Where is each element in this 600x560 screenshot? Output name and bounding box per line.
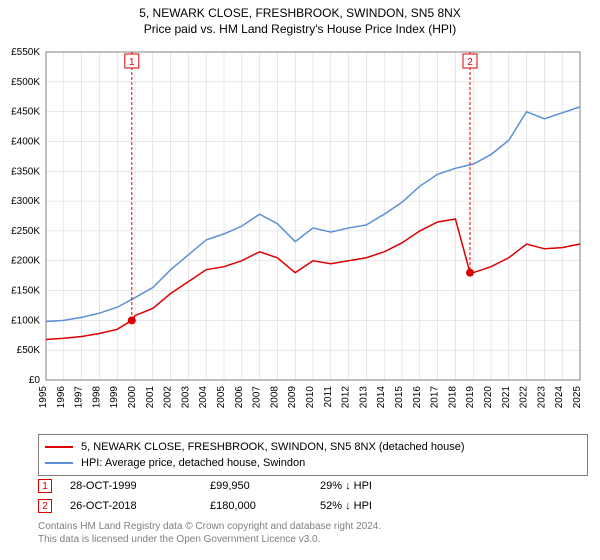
marker-pct-2: 52% ↓ HPI xyxy=(320,500,470,512)
svg-text:£250K: £250K xyxy=(11,226,40,237)
svg-text:2017: 2017 xyxy=(430,386,441,409)
chart-area: £0£50K£100K£150K£200K£250K£300K£350K£400… xyxy=(38,44,588,424)
svg-text:2013: 2013 xyxy=(358,386,369,409)
marker-price-1: £99,950 xyxy=(210,480,320,492)
svg-text:2020: 2020 xyxy=(483,386,494,409)
svg-text:2009: 2009 xyxy=(287,386,298,409)
svg-text:2018: 2018 xyxy=(447,386,458,409)
legend-box: 5, NEWARK CLOSE, FRESHBROOK, SWINDON, SN… xyxy=(38,434,588,476)
svg-text:2: 2 xyxy=(467,57,473,68)
svg-text:2024: 2024 xyxy=(554,386,565,409)
svg-text:£150K: £150K xyxy=(11,286,40,297)
svg-text:£100K: £100K xyxy=(11,315,40,326)
svg-text:£0: £0 xyxy=(29,375,41,386)
svg-text:£350K: £350K xyxy=(11,166,40,177)
svg-text:1999: 1999 xyxy=(109,386,120,409)
svg-text:2011: 2011 xyxy=(323,386,334,408)
svg-text:£450K: £450K xyxy=(11,107,40,118)
svg-text:2021: 2021 xyxy=(501,386,512,409)
svg-text:2012: 2012 xyxy=(341,386,352,409)
legend-swatch-hpi xyxy=(45,462,73,464)
marker-pct-1: 29% ↓ HPI xyxy=(320,480,470,492)
svg-text:1998: 1998 xyxy=(91,386,102,409)
marker-badge-2: 2 xyxy=(38,499,52,513)
legend-label-hpi: HPI: Average price, detached house, Swin… xyxy=(81,457,305,469)
svg-text:2019: 2019 xyxy=(465,386,476,409)
marker-date-2: 26-OCT-2018 xyxy=(70,500,210,512)
svg-text:2001: 2001 xyxy=(145,386,156,409)
svg-text:£500K: £500K xyxy=(11,77,40,88)
svg-text:2022: 2022 xyxy=(519,386,530,409)
svg-text:2023: 2023 xyxy=(536,386,547,409)
svg-text:2006: 2006 xyxy=(234,386,245,409)
marker-row-1: 1 28-OCT-1999 £99,950 29% ↓ HPI xyxy=(38,476,588,496)
svg-text:2025: 2025 xyxy=(572,386,583,409)
svg-text:£550K: £550K xyxy=(11,47,40,58)
svg-text:1997: 1997 xyxy=(74,386,85,409)
attribution-line1: Contains HM Land Registry data © Crown c… xyxy=(38,520,588,533)
marker-rows: 1 28-OCT-1999 £99,950 29% ↓ HPI 2 26-OCT… xyxy=(38,476,588,516)
svg-text:£400K: £400K xyxy=(11,136,40,147)
svg-text:2003: 2003 xyxy=(180,386,191,409)
svg-text:2004: 2004 xyxy=(198,386,209,409)
legend-row-hpi: HPI: Average price, detached house, Swin… xyxy=(45,455,581,471)
marker-date-1: 28-OCT-1999 xyxy=(70,480,210,492)
svg-text:£300K: £300K xyxy=(11,196,40,207)
svg-text:2014: 2014 xyxy=(376,386,387,409)
svg-text:2002: 2002 xyxy=(163,386,174,409)
svg-text:2010: 2010 xyxy=(305,386,316,409)
title-address: 5, NEWARK CLOSE, FRESHBROOK, SWINDON, SN… xyxy=(0,6,600,20)
chart-svg: £0£50K£100K£150K£200K£250K£300K£350K£400… xyxy=(38,44,588,424)
chart-container: 5, NEWARK CLOSE, FRESHBROOK, SWINDON, SN… xyxy=(0,0,600,560)
svg-text:2007: 2007 xyxy=(252,386,263,409)
svg-text:2000: 2000 xyxy=(127,386,138,409)
svg-text:1995: 1995 xyxy=(38,386,49,409)
title-subtitle: Price paid vs. HM Land Registry's House … xyxy=(0,22,600,36)
svg-text:£50K: £50K xyxy=(17,345,41,356)
svg-text:2005: 2005 xyxy=(216,386,227,409)
marker-price-2: £180,000 xyxy=(210,500,320,512)
attribution: Contains HM Land Registry data © Crown c… xyxy=(38,520,588,546)
svg-text:£200K: £200K xyxy=(11,256,40,267)
svg-text:1: 1 xyxy=(129,57,135,68)
attribution-line2: This data is licensed under the Open Gov… xyxy=(38,533,588,546)
svg-text:1996: 1996 xyxy=(56,386,67,409)
legend-row-property: 5, NEWARK CLOSE, FRESHBROOK, SWINDON, SN… xyxy=(45,439,581,455)
svg-text:2015: 2015 xyxy=(394,386,405,409)
legend-label-property: 5, NEWARK CLOSE, FRESHBROOK, SWINDON, SN… xyxy=(81,441,465,453)
title-block: 5, NEWARK CLOSE, FRESHBROOK, SWINDON, SN… xyxy=(0,0,600,36)
marker-badge-1: 1 xyxy=(38,479,52,493)
svg-text:2008: 2008 xyxy=(269,386,280,409)
svg-text:2016: 2016 xyxy=(412,386,423,409)
legend-swatch-property xyxy=(45,446,73,448)
marker-row-2: 2 26-OCT-2018 £180,000 52% ↓ HPI xyxy=(38,496,588,516)
